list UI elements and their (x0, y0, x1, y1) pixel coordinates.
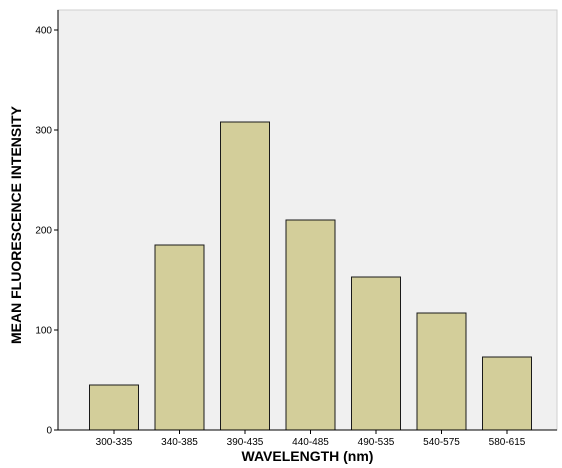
y-tick-label: 0 (46, 426, 52, 437)
bar-440-485 (285, 219, 336, 431)
bars-group (89, 121, 532, 431)
bar-580-615 (482, 356, 532, 431)
x-tick-label: 300-335 (96, 437, 133, 448)
x-axis-title: WAVELENGTH (nm) (242, 448, 374, 464)
bar-540-575 (416, 312, 467, 431)
bar-490-535 (351, 276, 401, 431)
x-tick-label: 340-385 (161, 437, 198, 448)
y-ticks-group: 0 100 200 300 400 (35, 26, 58, 437)
x-tick-label: 390-435 (227, 437, 264, 448)
bar-340-385 (154, 244, 205, 431)
y-tick-label: 400 (35, 26, 52, 37)
bar-390-435 (220, 121, 270, 431)
x-tick-label: 540-575 (423, 437, 460, 448)
x-tick-label: 580-615 (489, 437, 526, 448)
y-tick-label: 100 (35, 326, 52, 337)
x-ticks-group: 300-335 340-385 390-435 440-485 490-535 540-5… (96, 430, 526, 448)
x-tick-label: 490-535 (358, 437, 395, 448)
y-tick-label: 300 (35, 126, 52, 137)
y-tick-label: 200 (35, 226, 52, 237)
y-axis-title: MEAN FLUORESCENCE INTENSITY (8, 105, 24, 344)
bar-300-335 (89, 384, 139, 431)
x-tick-label: 440-485 (292, 437, 329, 448)
